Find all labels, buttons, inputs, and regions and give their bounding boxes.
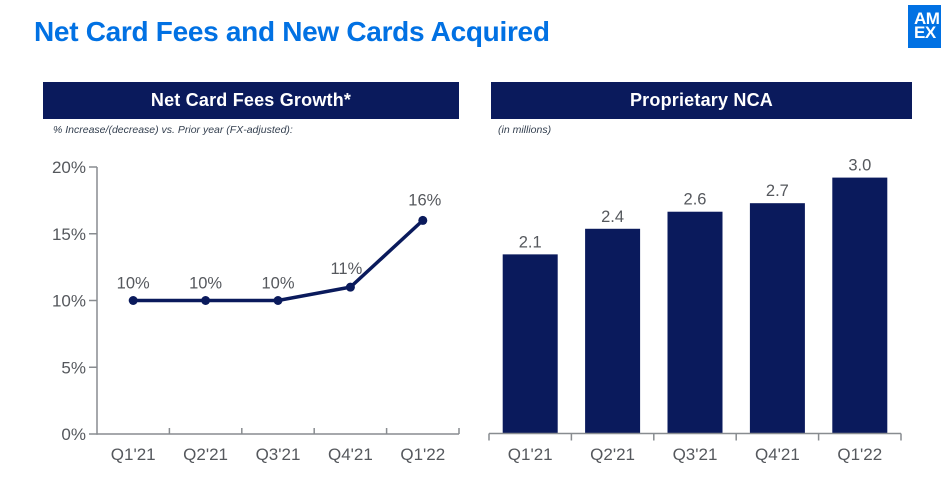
data-label: 10% [189, 275, 222, 293]
right-chart-header: Proprietary NCA [491, 82, 912, 119]
x-tick-label: Q1'21 [111, 445, 156, 464]
data-point [128, 296, 138, 305]
bar [502, 254, 558, 434]
y-tick-label: 0% [61, 425, 86, 444]
data-label: 2.4 [601, 208, 624, 226]
y-tick-label: 15% [52, 225, 86, 244]
data-label: 2.1 [519, 233, 542, 251]
x-tick-label: Q1'22 [400, 445, 445, 464]
y-tick-label: 5% [61, 358, 86, 377]
data-label: 2.7 [766, 182, 789, 200]
data-point [345, 282, 355, 292]
data-label: 10% [117, 275, 150, 293]
x-tick-label: Q3'21 [256, 445, 301, 464]
data-label: 11% [330, 260, 362, 278]
data-point [201, 296, 211, 305]
page-title: Net Card Fees and New Cards Acquired [34, 16, 550, 47]
x-tick-label: Q2'21 [183, 445, 228, 464]
y-tick-label: 10% [52, 292, 86, 311]
left-chart-subtitle: % Increase/(decrease) vs. Prior year (FX… [53, 124, 293, 136]
bar [667, 211, 723, 434]
bar [585, 228, 641, 434]
left-chart-header: Net Card Fees Growth* [43, 82, 459, 119]
amex-logo-text-bottom: EX [914, 23, 936, 42]
bar [749, 203, 805, 434]
bar-chart: 2.1 2.4 2.6 2.7 3.0 Q1'21 Q2'21 Q3'21 Q4'21 Q1'22 [488, 157, 902, 464]
x-tick-label: Q1'22 [837, 445, 882, 464]
amex-logo: AM EX [908, 5, 941, 48]
data-label: 3.0 [848, 157, 871, 175]
amex-logo-text-top: AM [914, 9, 940, 28]
data-label: 2.6 [684, 191, 707, 209]
x-tick-label: Q4'21 [328, 445, 373, 464]
y-tick-label: 20% [52, 158, 86, 177]
data-point [273, 296, 283, 305]
line-chart: 0% 5% 10% 15% 20% Q1'21 Q2'21 Q3'21 Q4'21 Q1'22 10… [52, 158, 460, 464]
data-point [418, 215, 428, 225]
x-tick-label: Q3'21 [673, 445, 718, 464]
x-tick-label: Q2'21 [590, 445, 635, 464]
data-label: 10% [261, 275, 294, 293]
x-tick-label: Q4'21 [755, 445, 800, 464]
right-chart-subtitle: (in millions) [498, 124, 552, 136]
x-tick-label: Q1'21 [508, 445, 553, 464]
bar [832, 177, 888, 434]
data-label: 16% [408, 191, 441, 209]
